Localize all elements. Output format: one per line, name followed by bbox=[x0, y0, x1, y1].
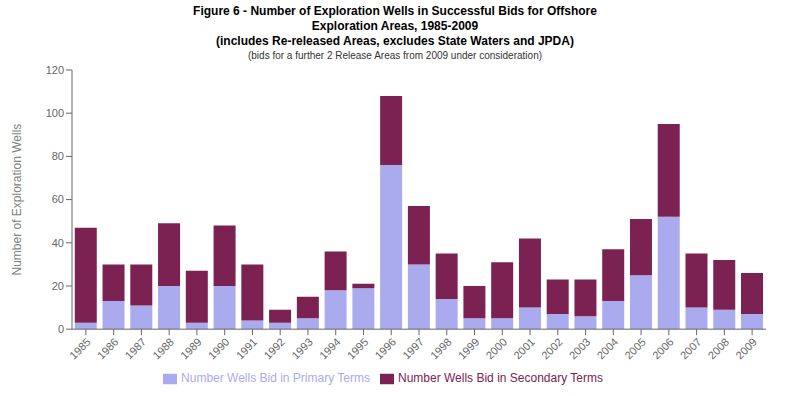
svg-text:60: 60 bbox=[52, 193, 64, 205]
svg-text:1994: 1994 bbox=[317, 336, 343, 362]
html-text:Figure 6 - Number of Explorati: Figure 6 - Number of Exploration Wells i… bbox=[193, 4, 597, 18]
svg-text:2001: 2001 bbox=[511, 336, 537, 362]
svg-text:1998: 1998 bbox=[428, 336, 454, 362]
svg-text:2006: 2006 bbox=[650, 336, 676, 362]
svg-text:1997: 1997 bbox=[400, 336, 426, 362]
svg-text:2000: 2000 bbox=[483, 336, 509, 362]
html-text:(includes Re-released Areas, e: (includes Re-released Areas, excludes St… bbox=[216, 34, 574, 48]
svg-text:40: 40 bbox=[52, 237, 64, 249]
svg-text:Number of Exploration Wells: Number of Exploration Wells bbox=[10, 124, 24, 276]
svg-text:1988: 1988 bbox=[150, 336, 176, 362]
svg-text:2009: 2009 bbox=[733, 336, 759, 362]
svg-text:80: 80 bbox=[52, 150, 64, 162]
svg-text:0: 0 bbox=[58, 323, 64, 335]
svg-text:2003: 2003 bbox=[567, 336, 593, 362]
svg-text:2004: 2004 bbox=[594, 336, 620, 362]
svg-text:1986: 1986 bbox=[95, 336, 121, 362]
svg-text:100: 100 bbox=[46, 107, 64, 119]
html-text:Exploration Areas, 1985-2009: Exploration Areas, 1985-2009 bbox=[311, 19, 479, 33]
html-text:(bids for a further 2 Release: (bids for a further 2 Release Areas from… bbox=[248, 50, 542, 61]
svg-text:1989: 1989 bbox=[178, 336, 204, 362]
svg-text:1995: 1995 bbox=[345, 336, 371, 362]
svg-text:20: 20 bbox=[52, 280, 64, 292]
svg-text:2008: 2008 bbox=[705, 336, 731, 362]
svg-text:2002: 2002 bbox=[539, 336, 565, 362]
svg-text:1991: 1991 bbox=[234, 336, 260, 362]
svg-text:2005: 2005 bbox=[622, 336, 648, 362]
html-text:Number Wells Bid in Secondary: Number Wells Bid in Secondary Terms bbox=[398, 371, 603, 386]
svg-text:2007: 2007 bbox=[678, 336, 704, 362]
svg-text:1990: 1990 bbox=[206, 336, 232, 362]
svg-text:1993: 1993 bbox=[289, 336, 315, 362]
svg-text:1985: 1985 bbox=[67, 336, 93, 362]
html-text:Number Wells Bid in Primary Te: Number Wells Bid in Primary Terms bbox=[181, 371, 370, 386]
svg-text:1987: 1987 bbox=[123, 336, 149, 362]
svg-text:1999: 1999 bbox=[456, 336, 482, 362]
svg-text:120: 120 bbox=[46, 64, 64, 76]
svg-text:1996: 1996 bbox=[372, 336, 398, 362]
svg-text:1992: 1992 bbox=[261, 336, 287, 362]
